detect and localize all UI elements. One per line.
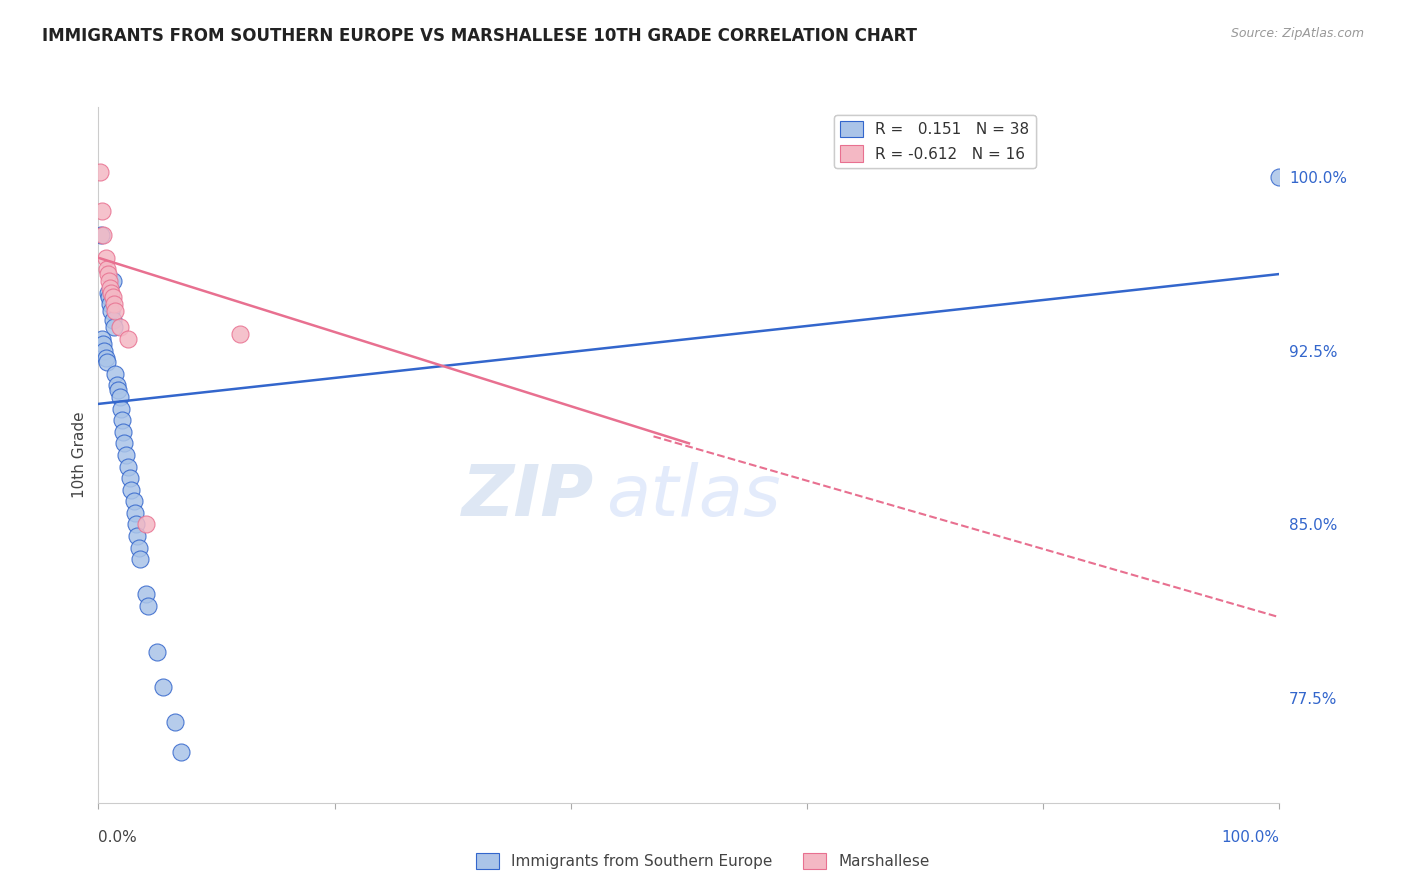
Point (111, 413, 134, 427)
Point (97, 285, 120, 300)
Point (97, 267, 120, 281)
Point (152, 680, 174, 694)
Point (105, 378, 128, 392)
Text: 100.0%: 100.0% (1222, 830, 1279, 845)
Point (94, 251, 117, 265)
Point (170, 745, 193, 759)
Point (91, 332, 114, 346)
Text: atlas: atlas (606, 462, 780, 531)
Point (107, 383, 129, 397)
Point (89, 165, 111, 179)
Point (104, 304, 127, 318)
Point (100, 304, 122, 318)
Text: Source: ZipAtlas.com: Source: ZipAtlas.com (1230, 27, 1364, 40)
Point (135, 517, 157, 532)
Point (93, 343, 115, 358)
Text: 0.0%: 0.0% (98, 830, 138, 845)
Point (101, 313, 124, 327)
Point (94, 351, 117, 365)
Point (98, 290, 121, 304)
Point (1268, 169, 1291, 184)
Point (121, 483, 143, 497)
Point (136, 599, 159, 613)
Point (108, 320, 131, 334)
Point (112, 425, 135, 439)
Legend: Immigrants from Southern Europe, Marshallese: Immigrants from Southern Europe, Marshal… (470, 847, 936, 875)
Point (117, 332, 139, 346)
Point (103, 297, 125, 311)
Point (96, 355, 118, 369)
Point (108, 390, 131, 404)
Point (98, 281, 121, 295)
Point (112, 436, 135, 450)
Point (104, 367, 127, 381)
Point (91, 227, 114, 242)
Point (122, 494, 145, 508)
Point (103, 320, 125, 334)
Y-axis label: 10th Grade: 10th Grade (72, 411, 87, 499)
Point (100, 285, 122, 300)
Point (101, 290, 124, 304)
Point (128, 541, 150, 555)
Point (146, 645, 169, 659)
Text: ZIP: ZIP (463, 462, 595, 531)
Point (135, 587, 157, 601)
Point (98, 274, 121, 288)
Point (90, 227, 112, 242)
Point (165, 714, 187, 729)
Point (98, 297, 121, 311)
Point (128, 552, 150, 566)
Legend: R =   0.151   N = 38, R = -0.612   N = 16: R = 0.151 N = 38, R = -0.612 N = 16 (834, 115, 1036, 168)
Point (114, 448, 136, 462)
Text: IMMIGRANTS FROM SOUTHERN EUROPE VS MARSHALLESE 10TH GRADE CORRELATION CHART: IMMIGRANTS FROM SOUTHERN EUROPE VS MARSH… (42, 27, 917, 45)
Point (124, 506, 146, 520)
Point (229, 327, 252, 342)
Point (120, 471, 142, 485)
Point (110, 401, 132, 416)
Point (101, 274, 124, 288)
Point (125, 517, 148, 532)
Point (117, 459, 139, 474)
Point (91, 336, 114, 351)
Point (127, 529, 149, 543)
Point (91, 204, 114, 219)
Point (96, 262, 118, 277)
